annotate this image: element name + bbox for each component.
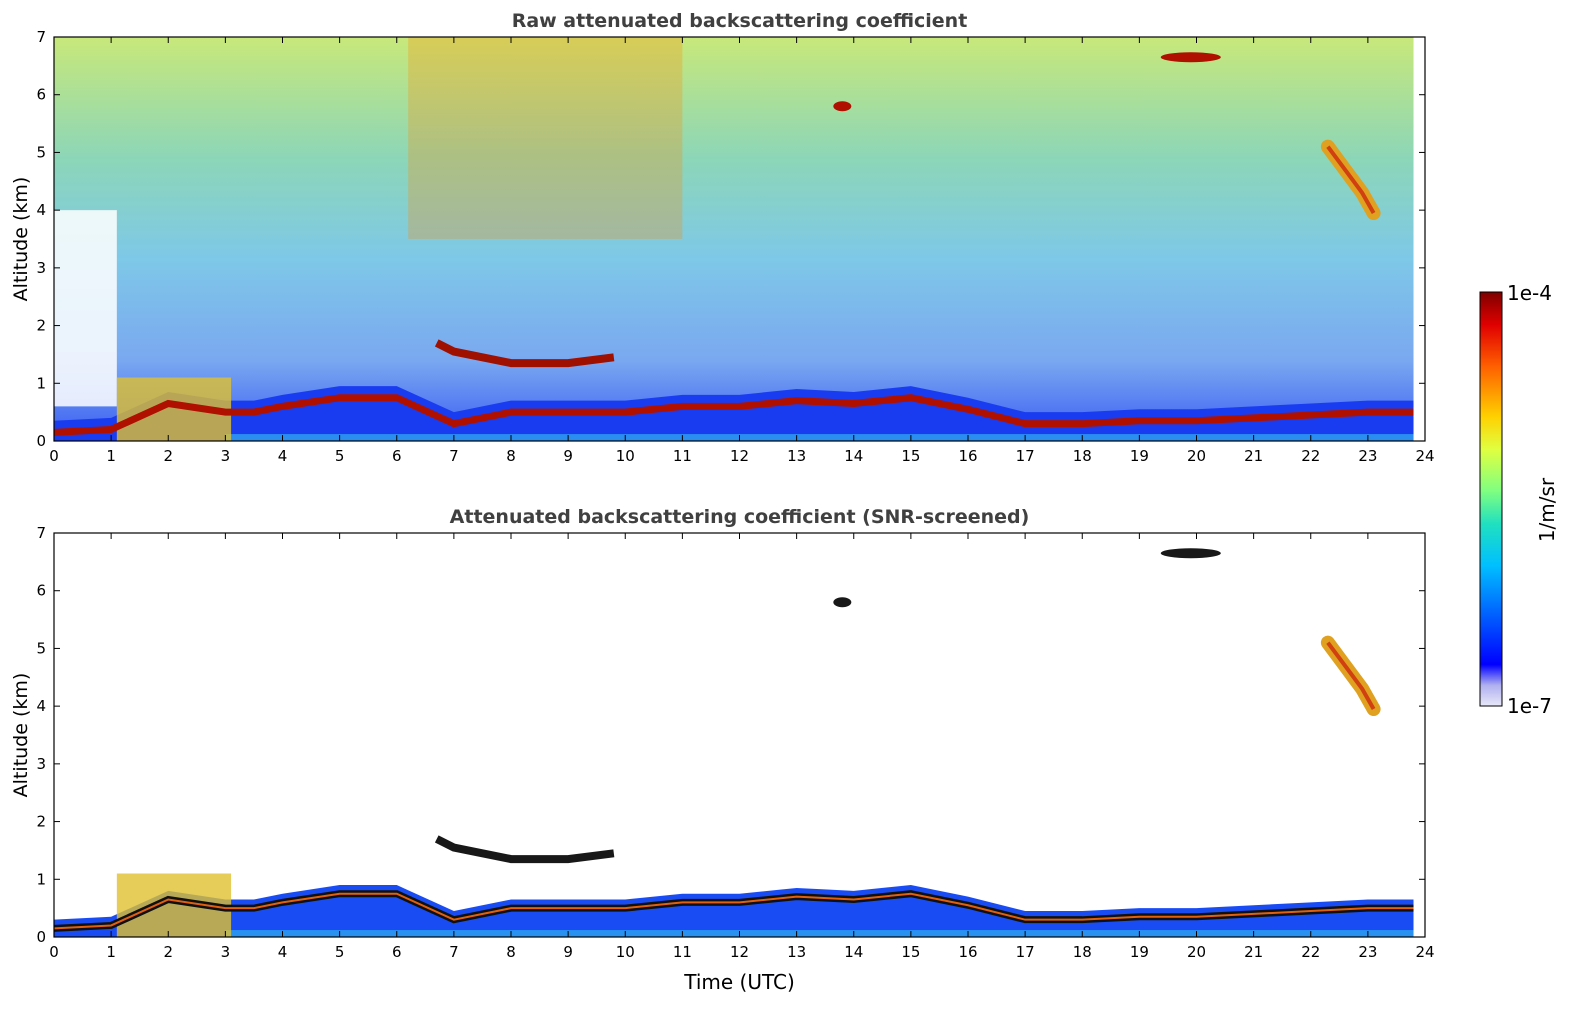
x-tick-label: 7 (449, 447, 459, 465)
x-tick-label: 13 (787, 447, 806, 465)
x-tick-label: 3 (221, 447, 231, 465)
y-tick-label: 2 (36, 813, 46, 831)
boundary-layer-top-highlight (54, 892, 1414, 930)
elevated-cloud-layer (434, 835, 615, 864)
x-tick-label: 12 (730, 447, 749, 465)
x-tick-label: 22 (1301, 447, 1320, 465)
x-tick-label: 3 (221, 943, 231, 961)
high-noise-region (408, 37, 683, 239)
x-tick-label: 9 (563, 943, 573, 961)
chart-title: Raw attenuated backscattering coefficien… (512, 10, 968, 32)
y-tick-label: 1 (36, 870, 46, 888)
x-tick-label: 11 (673, 447, 692, 465)
cloud-patch (1160, 52, 1221, 63)
cirrus-fall-core (1326, 145, 1376, 215)
x-tick-label: 1 (106, 447, 116, 465)
x-tick-label: 18 (1073, 943, 1092, 961)
colorbar-max-label: 1e-4 (1507, 281, 1552, 305)
cirrus-fall-core (1326, 641, 1376, 711)
x-tick-label: 5 (335, 943, 345, 961)
x-tick-label: 2 (163, 943, 173, 961)
x-tick-label: 19 (1130, 447, 1149, 465)
x-tick-label: 6 (392, 447, 402, 465)
x-tick-label: 22 (1301, 943, 1320, 961)
y-tick-label: 3 (36, 259, 46, 277)
y-tick-label: 5 (36, 639, 46, 657)
cloud-patch (833, 597, 852, 608)
x-tick-label: 20 (1187, 943, 1206, 961)
x-tick-label: 21 (1244, 447, 1263, 465)
colorbar-unit-label: 1/m/sr (1535, 477, 1559, 542)
x-tick-label: 10 (616, 943, 635, 961)
x-tick-label: 23 (1358, 943, 1377, 961)
y-tick-label: 6 (36, 582, 46, 600)
colorbar-min-label: 1e-7 (1507, 694, 1552, 718)
x-tick-label: 4 (278, 943, 288, 961)
y-tick-label: 2 (36, 317, 46, 335)
x-tick-label: 13 (787, 943, 806, 961)
x-tick-label: 19 (1130, 943, 1149, 961)
x-tick-label: 21 (1244, 943, 1263, 961)
y-tick-label: 0 (36, 432, 46, 450)
near-ground-band (225, 930, 1414, 937)
chart-title: Attenuated backscattering coefficient (S… (450, 506, 1030, 528)
x-tick-label: 14 (844, 447, 863, 465)
noise-background (54, 37, 1414, 441)
colorbar: 1e-4 1e-7 1/m/sr (1479, 281, 1559, 718)
cloud-patch (1160, 548, 1221, 559)
raw-backscatter-panel: 0 1 2 3 4 5 6 7 8 9 10 11 12 13 14 15 16 17 18 19 20 21 22 23 24… (10, 10, 1435, 465)
x-tick-label: 11 (673, 943, 692, 961)
y-tick-label: 3 (36, 755, 46, 773)
x-tick-label: 16 (958, 943, 977, 961)
x-tick-label: 7 (449, 943, 459, 961)
y-tick-label: 0 (36, 928, 46, 946)
y-tick-label: 1 (36, 374, 46, 392)
x-tick-label: 10 (616, 447, 635, 465)
colorbar-gradient (1479, 291, 1503, 707)
x-tick-label: 15 (901, 943, 920, 961)
y-tick-label: 5 (36, 143, 46, 161)
x-tick-label: 24 (1415, 943, 1434, 961)
x-tick-label: 14 (844, 943, 863, 961)
x-tick-label: 23 (1358, 447, 1377, 465)
x-tick-label: 6 (392, 943, 402, 961)
x-tick-label: 4 (278, 447, 288, 465)
x-tick-label: 5 (335, 447, 345, 465)
plot-area (54, 37, 1414, 441)
y-tick-label: 6 (36, 86, 46, 104)
x-tick-label: 8 (506, 943, 516, 961)
x-tick-label: 17 (1016, 447, 1035, 465)
plot-area (54, 548, 1414, 937)
y-tick-label: 4 (36, 201, 46, 219)
x-tick-label: 0 (49, 943, 59, 961)
x-tick-label: 24 (1415, 447, 1434, 465)
axes-frame (53, 532, 1426, 938)
x-tick-label: 20 (1187, 447, 1206, 465)
elevated-cloud-layer (434, 339, 615, 368)
x-tick-label: 12 (730, 943, 749, 961)
near-ground-band (225, 434, 1414, 441)
x-tick-label: 18 (1073, 447, 1092, 465)
y-tick-label: 7 (36, 524, 46, 542)
clear-air-gap (54, 210, 117, 407)
boundary-layer-top-line (54, 394, 1414, 436)
y-tick-label: 7 (36, 28, 46, 46)
x-tick-label: 17 (1016, 943, 1035, 961)
x-tick-label: 9 (563, 447, 573, 465)
y-axis-label: Altitude (km) (10, 673, 32, 798)
x-tick-label: 2 (163, 447, 173, 465)
x-tick-label: 8 (506, 447, 516, 465)
y-axis-label: Altitude (km) (10, 177, 32, 302)
x-tick-label: 0 (49, 447, 59, 465)
x-tick-label: 1 (106, 943, 116, 961)
cloud-patch (833, 101, 852, 112)
x-tick-label: 15 (901, 447, 920, 465)
x-tick-label: 16 (958, 447, 977, 465)
boundary-layer-fill (54, 885, 1414, 937)
x-axis-label: Time (UTC) (683, 970, 795, 994)
snr-screened-panel: 0 1 2 3 4 5 6 7 8 9 10 11 12 13 14 15 16 17 18 19 20 21 22 23 24… (10, 506, 1435, 994)
y-tick-label: 4 (36, 697, 46, 715)
